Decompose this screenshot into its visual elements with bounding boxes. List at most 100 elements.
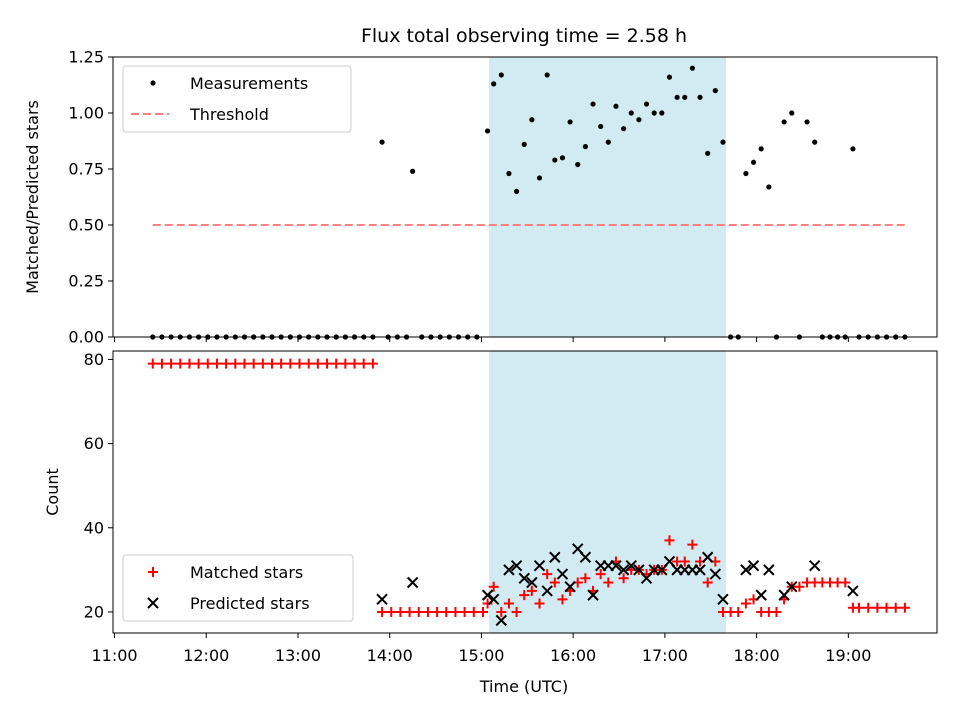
matched-star-point [503, 598, 514, 609]
measurement-point [410, 168, 416, 174]
matched-star-point [395, 606, 406, 617]
measurement-point [559, 155, 566, 161]
measurement-point [682, 94, 688, 100]
matched-star-point [156, 358, 167, 369]
measurement-point [379, 139, 385, 145]
measurement-point [758, 146, 764, 152]
matched-star-point [276, 358, 287, 369]
measurement-point [536, 175, 543, 181]
y-tick-label: 0.25 [68, 272, 104, 291]
x-tick-label: 13:00 [275, 646, 321, 665]
measurement-point [804, 119, 810, 125]
matched-star-point [340, 358, 351, 369]
predicted-star-point [564, 580, 576, 593]
measurement-point [498, 72, 504, 78]
measurement-point [544, 72, 550, 78]
x-tick-label: 14:00 [367, 646, 413, 665]
matched-star-point [482, 598, 493, 609]
measurement-point [575, 161, 581, 168]
matched-star-point [881, 602, 892, 613]
predicted-star-point [717, 593, 729, 606]
predicted-star-point [549, 551, 561, 563]
axes-frame [112, 350, 938, 634]
matched-star-point [175, 358, 186, 369]
measurement-point [789, 110, 795, 116]
measurement-point [628, 110, 634, 116]
chart-title: Flux total observing time = 2.58 h [361, 25, 687, 47]
matched-star-point [386, 606, 397, 617]
measurement-point [750, 159, 757, 165]
bottom-y-axis-label: Count [43, 468, 62, 516]
matched-star-point [404, 606, 415, 617]
predicted-star-point [740, 564, 752, 576]
matched-star-point [221, 358, 232, 369]
measurement-point [521, 141, 527, 147]
matched-star-point [899, 602, 910, 613]
matched-star-point [664, 535, 675, 546]
matched-star-point [595, 569, 606, 580]
predicted-star-point [526, 576, 538, 589]
top-y-axis-label: Matched/Predicted stars [23, 100, 42, 294]
y-tick-label: 1.25 [68, 48, 104, 67]
top-axes: 0.00 0.25 0.50 0.75 1.00 1.25 Measurements Thre… [68, 48, 938, 347]
predicted-star-point [587, 589, 599, 601]
shaded-interval [489, 57, 727, 337]
legend-measurement-swatch [150, 80, 156, 86]
measurement-point [743, 170, 749, 177]
measurement-point [567, 119, 573, 125]
matched-star-point [294, 358, 305, 369]
y-tick-label: 0.50 [68, 216, 104, 235]
matched-star-point [285, 358, 296, 369]
y-tick-label: 80 [84, 350, 104, 369]
predicted-star-point [617, 564, 630, 576]
predicted-star-point [541, 585, 553, 597]
matched-star-point [413, 606, 424, 617]
matched-star-point [432, 606, 443, 617]
matched-star-point [477, 606, 488, 617]
matched-star-point [230, 358, 241, 369]
legend: Measurements Threshold [122, 65, 352, 133]
matched-star-point [534, 598, 545, 609]
matched-star-point [702, 577, 713, 588]
predicted-star-point [808, 559, 821, 572]
measurement-point [781, 119, 787, 125]
measurement-point [552, 157, 558, 163]
matched-star-point [358, 358, 369, 369]
measurement-point [812, 139, 818, 145]
predicted-star-point [709, 568, 722, 580]
legend-entry-label: Measurements [190, 74, 308, 93]
predicted-star-point [533, 559, 546, 572]
matched-star-point [496, 606, 507, 617]
measurement-point [636, 117, 642, 123]
matched-star-point [367, 358, 378, 369]
legend-entry-label: Matched stars [190, 563, 303, 582]
measurement-point [712, 88, 718, 94]
measurement-point [666, 74, 673, 80]
matched-star-point [211, 358, 222, 369]
matched-star-point [239, 358, 250, 369]
matched-star-point [322, 358, 333, 369]
matched-star-point [863, 602, 874, 613]
predicted-star-point [747, 559, 760, 572]
measurement-point [766, 184, 772, 190]
x-axis-label: Time (UTC) [479, 677, 568, 696]
matched-star-point [349, 358, 360, 369]
predicted-star-point [481, 589, 494, 601]
measurement-point [705, 150, 711, 156]
measurement-point [605, 139, 611, 145]
matched-star-point [166, 358, 177, 369]
legend-predicted-swatch [147, 597, 159, 609]
matched-star-point [771, 606, 782, 617]
matched-star-point [257, 358, 268, 369]
predicted-star-point [755, 589, 767, 601]
y-tick-label: 0.75 [68, 160, 104, 179]
matched-star-point [557, 594, 568, 605]
y-tick-label: 40 [84, 518, 104, 537]
matched-star-point [303, 358, 314, 369]
predicted-star-point [518, 572, 530, 584]
matched-star-point [618, 573, 629, 584]
x-tick-label: 18:00 [734, 646, 780, 665]
x-tick-label: 19:00 [825, 646, 871, 665]
legend-entry-label: Predicted stars [190, 594, 310, 613]
y-tick-label: 60 [84, 434, 104, 453]
